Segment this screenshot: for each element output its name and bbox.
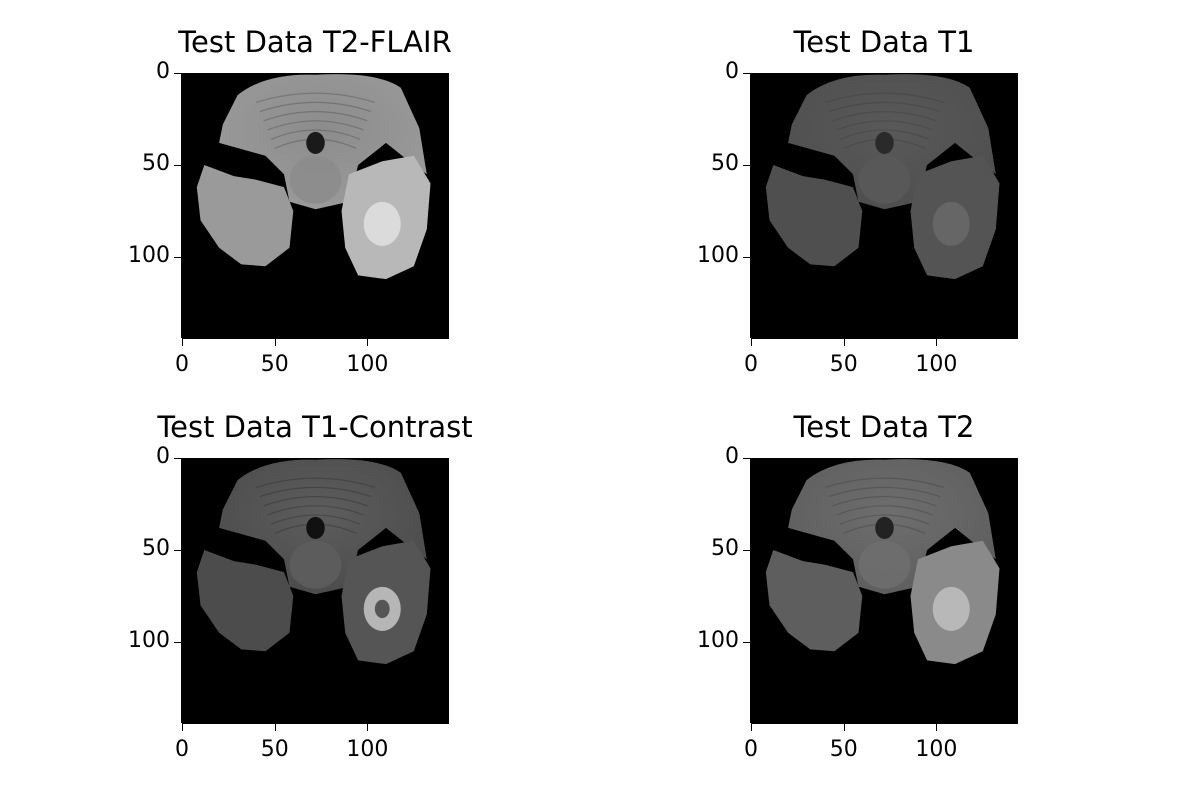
x-tick-label: 100 <box>915 737 958 762</box>
y-axis-line <box>181 458 182 723</box>
x-tick-mark <box>367 724 369 731</box>
mri-slice-image <box>751 458 1018 723</box>
x-tick-label: 100 <box>346 737 389 762</box>
y-tick-mark <box>743 642 750 644</box>
y-tick-label: 0 <box>725 59 739 84</box>
x-axis-line <box>182 723 449 724</box>
y-tick-mark <box>743 257 750 259</box>
y-tick-label: 100 <box>697 628 739 654</box>
y-tick-label: 0 <box>725 444 739 469</box>
panel-title: Test Data T2 <box>793 410 975 444</box>
y-tick-label: 50 <box>142 151 170 176</box>
panel-title: Test Data T2-FLAIR <box>178 25 452 59</box>
x-tick-mark <box>182 724 183 731</box>
mri-slice-image <box>182 458 449 723</box>
y-tick-mark <box>743 550 750 551</box>
mri-slice-image <box>182 73 449 338</box>
x-tick-label: 0 <box>744 352 758 377</box>
x-tick-mark <box>751 339 752 346</box>
x-tick-label: 100 <box>915 352 958 377</box>
y-tick-label: 0 <box>156 59 170 84</box>
x-tick-mark <box>751 724 752 731</box>
y-tick-mark <box>743 73 750 74</box>
mri-slice-image <box>751 73 1018 338</box>
y-tick-mark <box>743 458 750 459</box>
x-tick-label: 50 <box>829 737 858 762</box>
y-tick-mark <box>174 73 181 74</box>
x-tick-mark <box>843 724 845 731</box>
x-axis-line <box>751 338 1018 339</box>
y-tick-label: 0 <box>156 444 170 469</box>
y-tick-label: 50 <box>711 151 739 176</box>
x-tick-mark <box>274 724 276 731</box>
x-tick-mark <box>367 339 369 346</box>
y-axis-line <box>750 73 751 338</box>
y-tick-mark <box>174 642 181 644</box>
x-tick-mark <box>182 339 183 346</box>
x-tick-label: 50 <box>260 352 289 377</box>
y-tick-label: 100 <box>697 243 739 269</box>
x-tick-mark <box>274 339 276 346</box>
panel-title: Test Data T1 <box>793 25 975 59</box>
x-tick-label: 50 <box>260 737 289 762</box>
x-tick-label: 0 <box>175 737 189 762</box>
x-axis-line <box>182 338 449 339</box>
y-tick-label: 100 <box>128 243 170 269</box>
y-tick-label: 50 <box>142 536 170 561</box>
x-axis-line <box>751 723 1018 724</box>
y-axis-line <box>181 73 182 338</box>
x-tick-mark <box>936 339 938 346</box>
y-tick-label: 100 <box>128 628 170 654</box>
y-tick-mark <box>174 165 181 166</box>
x-tick-label: 0 <box>175 352 189 377</box>
y-tick-mark <box>174 458 181 459</box>
x-tick-mark <box>936 724 938 731</box>
x-tick-label: 50 <box>829 352 858 377</box>
panel-title: Test Data T1-Contrast <box>157 410 473 444</box>
y-tick-mark <box>174 257 181 259</box>
x-tick-label: 100 <box>346 352 389 377</box>
x-tick-label: 0 <box>744 737 758 762</box>
x-tick-mark <box>843 339 845 346</box>
y-tick-mark <box>743 165 750 166</box>
y-tick-label: 50 <box>711 536 739 561</box>
y-tick-mark <box>174 550 181 551</box>
y-axis-line <box>750 458 751 723</box>
